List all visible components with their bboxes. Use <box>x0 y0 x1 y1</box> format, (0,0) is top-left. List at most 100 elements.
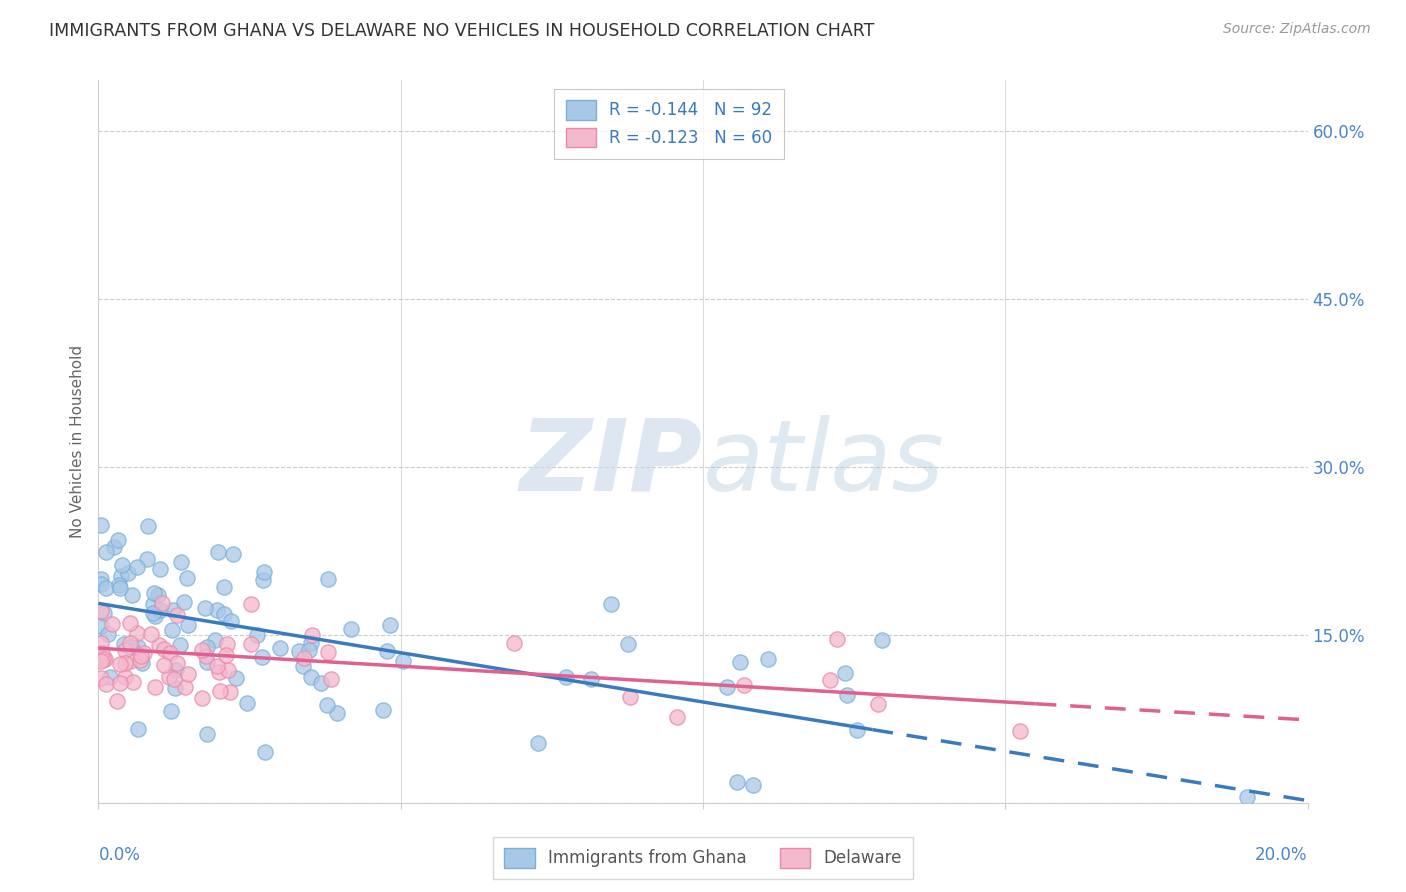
Point <box>166 656 188 670</box>
Point <box>371 703 394 717</box>
Point <box>204 633 226 648</box>
Point <box>90 636 112 650</box>
Point <box>152 658 174 673</box>
Point <box>619 690 641 705</box>
Point <box>378 618 401 632</box>
Point <box>169 639 191 653</box>
Point <box>217 664 239 678</box>
Point <box>111 558 134 572</box>
Point <box>163 681 186 695</box>
Point <box>269 640 291 655</box>
Point <box>121 675 143 690</box>
Point <box>162 603 184 617</box>
Point <box>136 519 159 533</box>
Point <box>146 588 169 602</box>
Point <box>741 778 763 792</box>
Point <box>108 676 131 690</box>
Point <box>129 649 152 664</box>
Point <box>120 640 142 654</box>
Point <box>579 673 602 687</box>
Point <box>818 673 841 687</box>
Point <box>132 646 155 660</box>
Point <box>94 652 117 666</box>
Point <box>554 670 576 684</box>
Point <box>617 636 640 650</box>
Point <box>159 646 181 660</box>
Point <box>1008 723 1031 738</box>
Point <box>118 615 141 630</box>
Point <box>299 636 322 650</box>
Point <box>139 627 162 641</box>
Point <box>107 533 129 547</box>
Text: Source: ZipAtlas.com: Source: ZipAtlas.com <box>1223 22 1371 37</box>
Point <box>103 540 125 554</box>
Point <box>90 654 112 668</box>
Point <box>127 626 149 640</box>
Point <box>301 628 323 642</box>
Point <box>870 632 893 647</box>
Point <box>214 607 236 621</box>
Point <box>129 653 152 667</box>
Point <box>149 603 172 617</box>
Point <box>108 581 131 595</box>
Point <box>299 670 322 684</box>
Point <box>725 774 748 789</box>
Point <box>326 706 349 720</box>
Point <box>252 574 274 588</box>
Point <box>96 677 118 691</box>
Point <box>291 659 314 673</box>
Point <box>90 517 112 532</box>
Text: 0.0%: 0.0% <box>98 847 141 864</box>
Point <box>110 568 132 582</box>
Point <box>205 659 228 673</box>
Point <box>215 637 238 651</box>
Point <box>160 704 183 718</box>
Point <box>222 547 245 561</box>
Point <box>143 680 166 694</box>
Point <box>194 600 217 615</box>
Legend: Immigrants from Ghana, Delaware: Immigrants from Ghana, Delaware <box>494 837 912 880</box>
Point <box>173 595 195 609</box>
Point <box>93 651 115 665</box>
Point <box>207 545 229 559</box>
Point <box>205 603 228 617</box>
Point <box>321 672 343 686</box>
Point <box>195 727 218 741</box>
Point <box>97 627 120 641</box>
Point <box>136 552 159 566</box>
Point <box>149 562 172 576</box>
Point <box>176 571 198 585</box>
Point <box>316 698 339 713</box>
Point <box>311 675 333 690</box>
Text: atlas: atlas <box>703 415 945 512</box>
Legend: R = -0.144   N = 92, R = -0.123   N = 60: R = -0.144 N = 92, R = -0.123 N = 60 <box>554 88 785 159</box>
Point <box>114 656 136 670</box>
Point <box>527 736 550 750</box>
Point <box>127 560 149 574</box>
Point <box>105 694 128 708</box>
Point <box>298 642 321 657</box>
Point <box>225 671 247 685</box>
Point <box>288 643 311 657</box>
Point <box>665 709 688 723</box>
Point <box>142 597 165 611</box>
Point <box>90 577 112 591</box>
Point <box>212 580 235 594</box>
Point <box>825 632 848 647</box>
Point <box>600 597 623 611</box>
Point <box>98 670 121 684</box>
Point <box>375 644 398 658</box>
Point <box>195 640 218 654</box>
Point <box>214 648 236 663</box>
Point <box>110 657 132 671</box>
Point <box>142 586 165 600</box>
Point <box>756 652 779 666</box>
Text: 20.0%: 20.0% <box>1256 847 1308 864</box>
Point <box>391 654 413 668</box>
Point <box>254 745 277 759</box>
Point <box>148 638 170 652</box>
Point <box>253 566 276 580</box>
Point <box>163 672 186 686</box>
Point <box>157 670 180 684</box>
Point <box>166 608 188 623</box>
